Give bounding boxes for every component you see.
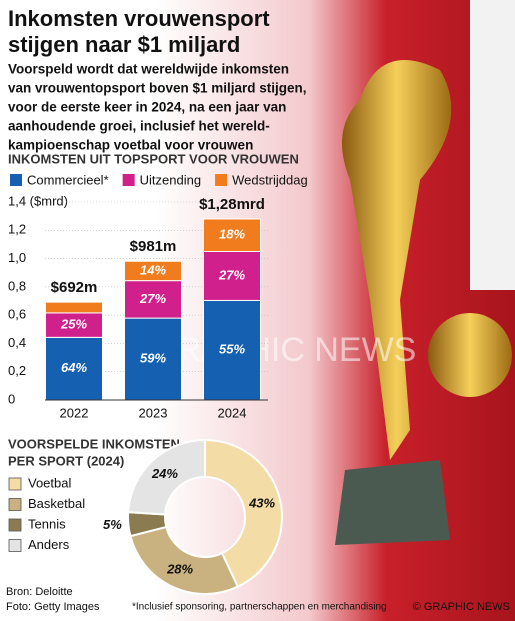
bar-segment (124, 317, 182, 401)
bar-segment (124, 260, 182, 282)
chart-title: PER SPORT (2024) (8, 453, 124, 468)
bar-segment (45, 312, 103, 338)
subtitle: aanhoudende groei, inclusief het wereld- (8, 119, 270, 134)
y-tick-label: 1,2 (8, 222, 26, 237)
subtitle: Voorspeld wordt dat wereldwijde inkomste… (8, 62, 289, 77)
data-label: 43% (248, 496, 275, 511)
legend-label: Anders (28, 537, 70, 552)
legend-swatch (8, 498, 22, 511)
data-label: 24% (151, 466, 178, 481)
data-label: 5% (103, 517, 122, 532)
legend-label: Commercieel* (27, 172, 109, 187)
legend-label: Wedstrijddag (232, 172, 308, 187)
y-tick-label: 1,0 (8, 250, 26, 265)
legend-label: Uitzending (140, 172, 201, 187)
photo-credit: Foto: Getty Images (6, 601, 100, 613)
bar-segment (45, 336, 103, 401)
title: Inkomsten vrouwensport (8, 6, 270, 31)
legend-swatch (8, 477, 22, 491)
data-label: 27% (218, 267, 245, 282)
total-label: $1,28mrd (199, 196, 265, 213)
donut-slice (127, 438, 206, 516)
title: stijgen naar $1 miljard (8, 32, 240, 57)
data-label: 28% (166, 561, 193, 576)
bar-segment (203, 299, 261, 401)
data-label: 27% (139, 291, 166, 306)
data-label: 14% (140, 262, 166, 277)
legend-label: Voetbal (28, 475, 71, 490)
chart-title: INKOMSTEN UIT TOPSPORT VOOR VROUWEN (8, 151, 299, 166)
data-label: 64% (61, 360, 87, 375)
legend-swatch (215, 174, 228, 186)
x-tick-label: 2023 (139, 405, 168, 420)
donut-slice (204, 438, 283, 589)
bar-segment (45, 301, 103, 314)
subtitle: voor de eerste keer in 2024, na een jaar… (8, 100, 286, 115)
legend-label: Basketbal (28, 496, 85, 511)
total-label: $692m (51, 279, 98, 296)
y-tick-label: 0,4 (8, 335, 26, 350)
data-label: 59% (140, 350, 166, 365)
bar-segment (124, 280, 182, 319)
legend-swatch (122, 174, 135, 186)
x-tick-label: 2022 (60, 405, 89, 420)
watermark: GRAPHIC NEWS (150, 331, 416, 369)
subtitle: kampioenschap voetbal voor vrouwen (8, 138, 253, 153)
legend-label: Tennis (28, 516, 66, 531)
total-label: $981m (130, 238, 177, 255)
y-tick-label: 0,2 (8, 363, 26, 378)
data-label: 55% (219, 342, 245, 357)
copyright: © GRAPHIC NEWS (413, 601, 510, 613)
trophy (342, 60, 452, 460)
chart-title: VOORSPELDE INKOMSTEN (8, 436, 180, 451)
donut-slice (129, 525, 240, 595)
medal (428, 313, 512, 397)
subtitle: van vrouwentopsport boven $1 miljard sti… (8, 81, 307, 96)
bar-segment (203, 251, 261, 301)
data-label: 25% (60, 317, 87, 332)
bar-segment (203, 218, 261, 253)
y-tick-label: 1,4 ($mrd) (8, 193, 68, 208)
data-label: 18% (219, 227, 245, 242)
legend-swatch (8, 518, 22, 532)
ribbon (470, 0, 515, 290)
source: Bron: Deloitte (6, 586, 73, 598)
legend-swatch (10, 174, 22, 186)
footnote: *Inclusief sponsoring, partnerschappen e… (132, 602, 387, 613)
trophy-base (335, 460, 450, 545)
y-tick-label: 0 (8, 391, 15, 406)
y-tick-label: 0,8 (8, 278, 26, 293)
legend-swatch (8, 539, 22, 552)
x-tick-label: 2024 (218, 405, 247, 420)
y-tick-label: 0,6 (8, 307, 26, 322)
